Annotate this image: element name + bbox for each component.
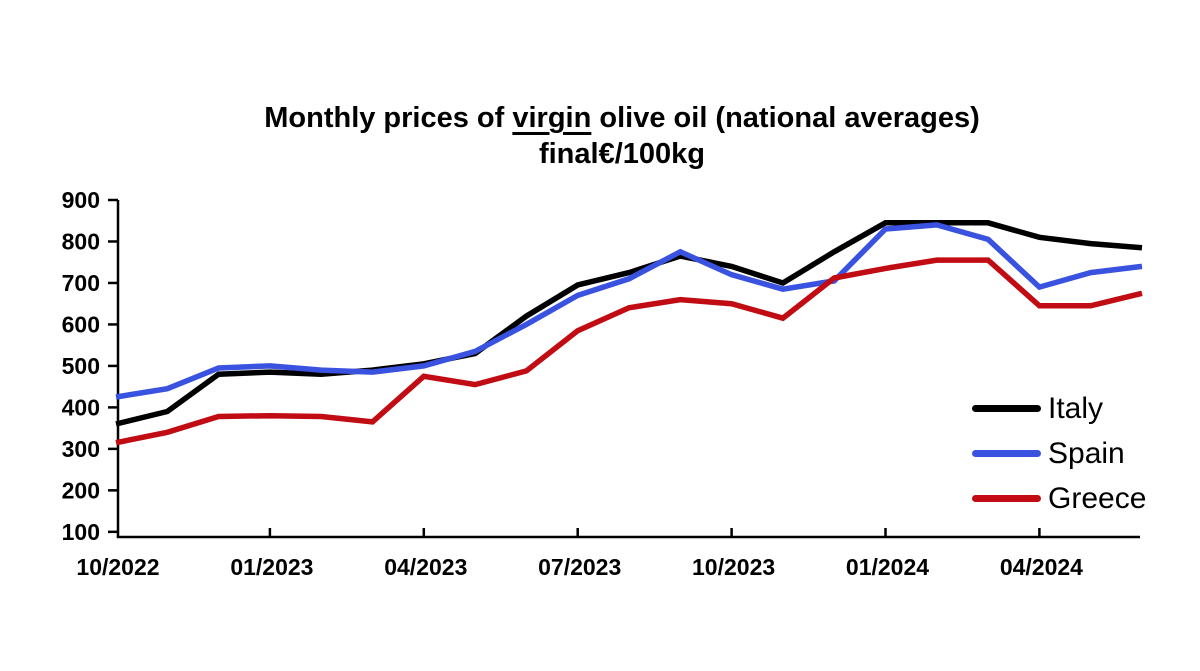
series-line-spain — [115, 222, 1143, 400]
legend-swatch-italy — [972, 405, 1041, 412]
legend-label-greece: Greece — [1048, 481, 1147, 515]
legend-item-italy: Italy — [972, 386, 1146, 431]
legend: Italy Spain Greece — [972, 386, 1146, 521]
y-tick-label: 100 — [62, 519, 100, 545]
y-tick-label: 600 — [62, 311, 100, 337]
x-tick-label: 07/2023 — [538, 554, 621, 580]
series-line-italy — [115, 220, 1143, 427]
chart-title-suffix: olive oil (national averages) — [591, 102, 980, 134]
y-tick-label: 700 — [62, 270, 100, 296]
x-tick-label: 04/2023 — [384, 554, 467, 580]
legend-swatch-greece — [972, 495, 1041, 502]
chart-title-prefix: Monthly prices of — [264, 102, 513, 134]
x-tick-label: 10/2023 — [692, 554, 775, 580]
x-tick-label: 01/2024 — [846, 554, 929, 580]
y-tick-label: 400 — [62, 394, 100, 420]
legend-label-italy: Italy — [1048, 391, 1104, 425]
legend-item-greece: Greece — [972, 476, 1146, 521]
title-underlined-word: virgin — [512, 102, 592, 134]
y-tick-label: 300 — [62, 436, 100, 462]
y-tick-label: 800 — [62, 228, 100, 254]
x-tick-label: 10/2022 — [76, 554, 159, 580]
chart-title: Monthly prices of virgin olive oil (nati… — [264, 102, 980, 170]
y-tick-label: 900 — [62, 187, 100, 213]
legend-label-spain: Spain — [1048, 436, 1125, 470]
y-tick-label: 500 — [62, 353, 100, 379]
legend-swatch-spain — [972, 450, 1041, 457]
x-tick-label: 01/2023 — [230, 554, 313, 580]
y-tick-label: 200 — [62, 477, 100, 503]
x-tick-label: 04/2024 — [1000, 554, 1083, 580]
chart-subtitle: €/100kg — [598, 138, 706, 170]
legend-item-spain: Spain — [972, 431, 1146, 476]
series-line-greece — [115, 257, 1143, 446]
